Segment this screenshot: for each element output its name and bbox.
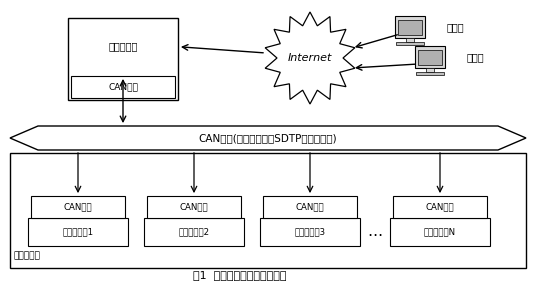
Text: Internet: Internet	[288, 53, 332, 63]
Polygon shape	[265, 12, 355, 104]
Text: 被触发设备N: 被触发设备N	[424, 227, 456, 237]
Text: 被触发设备2: 被触发设备2	[178, 227, 210, 237]
Bar	[147, 196, 241, 218]
Bar	[396, 42, 424, 45]
Bar	[71, 76, 175, 98]
Text: CAN接口: CAN接口	[108, 82, 138, 92]
Text: CAN总线(传输符合总线SDTP协议数据帧): CAN总线(传输符合总线SDTP协议数据帧)	[199, 133, 337, 143]
Bar	[144, 218, 244, 246]
Text: 被触发设备1: 被触发设备1	[62, 227, 94, 237]
Bar	[28, 218, 128, 246]
Bar	[68, 18, 178, 100]
Text: 图1  多支点触发系统结构框图: 图1 多支点触发系统结构框图	[193, 270, 287, 280]
Text: CAN接口: CAN接口	[180, 202, 209, 212]
Text: 被触发设备3: 被触发设备3	[294, 227, 325, 237]
Bar	[395, 16, 425, 38]
Bar	[263, 196, 357, 218]
Bar	[426, 68, 434, 72]
Bar	[418, 50, 442, 65]
Text: CAN接口: CAN接口	[426, 202, 455, 212]
Bar	[398, 20, 422, 35]
Bar	[31, 196, 125, 218]
Bar	[406, 38, 414, 42]
Polygon shape	[10, 126, 526, 150]
Text: 网络触发源: 网络触发源	[108, 41, 138, 51]
Bar	[416, 72, 444, 75]
Bar	[393, 196, 487, 218]
Bar	[415, 46, 445, 68]
Text: 控制台: 控制台	[446, 22, 464, 32]
Text: CAN接口: CAN接口	[296, 202, 324, 212]
Bar	[390, 218, 490, 246]
Text: 控制台: 控制台	[466, 52, 484, 62]
Text: …: …	[368, 225, 383, 239]
Text: CAN接口: CAN接口	[64, 202, 92, 212]
Bar	[260, 218, 360, 246]
Bar	[10, 153, 526, 268]
Text: 被触发模块: 被触发模块	[14, 251, 41, 260]
